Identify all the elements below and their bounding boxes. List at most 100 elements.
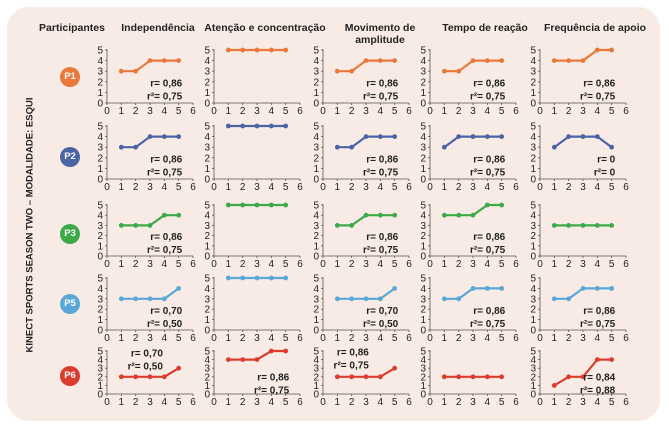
data-point-p2-c0 xyxy=(176,212,182,218)
x-tick-label-p1-c1: 2 xyxy=(240,182,246,193)
data-point-p3-c2 xyxy=(363,296,369,302)
x-tick-label-p2-c4: 4 xyxy=(595,259,601,270)
data-point-p3-c3 xyxy=(441,296,447,302)
x-tick-label-p0-c2: 5 xyxy=(392,106,398,117)
x-tick-label-p2-c1: 5 xyxy=(283,259,289,270)
y-tick-label-p1-c0: 3 xyxy=(97,143,103,154)
data-point-p2-c1 xyxy=(225,202,231,208)
x-tick-label-p4-c1: 0 xyxy=(211,397,217,408)
data-point-p4-c2 xyxy=(363,374,369,380)
x-tick-label-p1-c3: 2 xyxy=(456,182,462,193)
data-point-p4-c1 xyxy=(268,348,274,354)
y-tick-label-p0-c4: 0 xyxy=(530,99,536,110)
y-tick-label-p0-c2: 3 xyxy=(313,67,319,78)
x-tick-label-p1-c0: 0 xyxy=(104,182,110,193)
data-point-p4-c4 xyxy=(551,383,557,388)
x-tick-label-p4-c0: 3 xyxy=(147,397,153,408)
y-tick-label-p1-c2: 4 xyxy=(313,132,319,143)
data-point-p4-c3 xyxy=(441,374,447,380)
r-label-p0-c0: r= 0,86 xyxy=(150,79,182,90)
x-tick-label-p4-c3: 5 xyxy=(499,397,505,408)
data-point-p1-c2 xyxy=(363,134,369,140)
r2-label-p1-c3: r²= 0,75 xyxy=(470,168,506,179)
y-tick-label-p0-c2: 4 xyxy=(313,56,319,67)
y-tick-label-p1-c0: 1 xyxy=(97,164,103,175)
x-tick-label-p0-c0: 5 xyxy=(176,106,182,117)
x-tick-label-p1-c4: 3 xyxy=(580,182,586,193)
x-tick-label-p2-c2: 5 xyxy=(392,259,398,270)
data-point-p0-c0 xyxy=(118,68,124,74)
x-tick-label-p0-c1: 0 xyxy=(211,106,217,117)
data-point-p3-c0 xyxy=(176,286,182,291)
x-tick-label-p2-c3: 6 xyxy=(513,259,519,270)
x-tick-label-p1-c1: 3 xyxy=(254,182,260,193)
y-tick-label-p3-c3: 2 xyxy=(420,305,426,316)
y-tick-label-p0-c2: 5 xyxy=(313,46,319,57)
data-point-p0-c1 xyxy=(283,47,289,53)
data-point-p2-c2 xyxy=(377,212,383,218)
x-tick-label-p1-c3: 1 xyxy=(442,182,448,193)
y-tick-label-p3-c1: 0 xyxy=(204,326,210,337)
data-point-p0-c3 xyxy=(441,68,447,74)
x-tick-label-p1-c0: 6 xyxy=(190,182,196,193)
y-tick-label-p3-c1: 2 xyxy=(204,305,210,316)
y-tick-label-p4-c0: 0 xyxy=(97,390,103,401)
x-tick-label-p3-c2: 0 xyxy=(320,333,326,344)
x-tick-label-p2-c0: 3 xyxy=(147,259,153,270)
x-tick-label-p0-c0: 3 xyxy=(147,106,153,117)
r-label-p3-c3: r= 0,86 xyxy=(473,306,505,317)
data-point-p4-c0 xyxy=(133,374,139,380)
data-point-p3-c4 xyxy=(580,286,586,291)
y-tick-label-p3-c4: 2 xyxy=(530,305,536,316)
data-point-p0-c1 xyxy=(225,47,231,53)
r-label-p4-c2: r= 0,86 xyxy=(337,348,369,359)
x-tick-label-p3-c3: 5 xyxy=(499,333,505,344)
data-point-p1-c3 xyxy=(470,134,476,140)
x-tick-label-p1-c1: 4 xyxy=(269,182,275,193)
r2-label-p1-c4: r²= 0 xyxy=(594,168,616,179)
data-point-p4-c4 xyxy=(580,374,586,380)
r-label-p0-c2: r= 0,86 xyxy=(366,79,398,90)
y-tick-label-p2-c2: 2 xyxy=(313,231,319,242)
r-label-p0-c3: r= 0,86 xyxy=(473,79,505,90)
data-point-p0-c2 xyxy=(349,68,355,74)
x-tick-label-p1-c2: 1 xyxy=(335,182,341,193)
y-tick-label-p4-c1: 0 xyxy=(204,390,210,401)
x-tick-label-p0-c0: 2 xyxy=(133,106,139,117)
y-tick-label-p4-c3: 4 xyxy=(420,355,426,366)
y-tick-label-p3-c3: 1 xyxy=(420,315,426,326)
data-point-p4-c2 xyxy=(334,374,340,380)
y-tick-label-p2-c2: 3 xyxy=(313,221,319,232)
y-tick-label-p1-c1: 0 xyxy=(204,175,210,186)
header-frequencia: Frequência de apoio xyxy=(543,22,647,34)
x-tick-label-p4-c2: 6 xyxy=(406,397,412,408)
x-tick-label-p4-c3: 1 xyxy=(442,397,448,408)
header-atencao: Atenção e concentração xyxy=(204,22,326,34)
y-tick-label-p0-c1: 4 xyxy=(204,56,210,67)
x-tick-label-p1-c1: 1 xyxy=(226,182,232,193)
data-point-p3-c3 xyxy=(484,286,490,291)
x-tick-label-p1-c2: 6 xyxy=(406,182,412,193)
x-tick-label-p1-c2: 4 xyxy=(378,182,384,193)
header-independencia: Independência xyxy=(121,22,195,34)
data-point-p2-c4 xyxy=(551,223,557,228)
data-point-p1-c1 xyxy=(240,123,246,129)
r2-label-p1-c2: r²= 0,75 xyxy=(363,168,399,179)
y-tick-label-p3-c3: 5 xyxy=(420,274,426,285)
data-point-p4-c2 xyxy=(392,365,398,371)
y-tick-label-p0-c2: 2 xyxy=(313,77,319,88)
y-tick-label-p2-c1: 0 xyxy=(204,252,210,263)
x-tick-label-p0-c4: 3 xyxy=(580,106,586,117)
x-tick-label-p4-c4: 2 xyxy=(566,397,572,408)
x-tick-label-p0-c2: 6 xyxy=(406,106,412,117)
data-point-p1-c3 xyxy=(484,134,490,140)
data-point-p4-c3 xyxy=(470,374,476,380)
x-tick-label-p4-c0: 5 xyxy=(176,397,182,408)
data-point-p1-c4 xyxy=(551,144,557,150)
data-point-p3-c2 xyxy=(392,286,398,291)
data-point-p4-c1 xyxy=(240,357,246,362)
data-point-p2-c3 xyxy=(499,202,505,208)
x-tick-label-p4-c4: 4 xyxy=(595,397,601,408)
r-label-p2-c3: r= 0,86 xyxy=(473,232,505,243)
header-participants: Participantes xyxy=(39,22,105,34)
